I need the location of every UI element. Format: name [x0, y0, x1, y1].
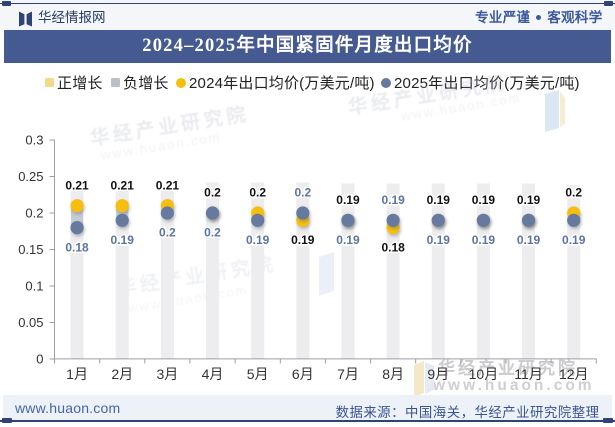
svg-text:2月: 2月 [111, 366, 133, 382]
svg-text:6月: 6月 [292, 366, 314, 382]
svg-text:9月: 9月 [427, 366, 449, 382]
svg-text:4月: 4月 [202, 366, 224, 382]
svg-text:0.19: 0.19 [517, 233, 541, 247]
svg-text:0.2: 0.2 [25, 205, 43, 220]
svg-text:0.2: 0.2 [204, 186, 221, 200]
svg-text:0.19: 0.19 [336, 233, 360, 247]
svg-text:0.21: 0.21 [111, 178, 135, 192]
svg-text:0: 0 [36, 351, 43, 366]
svg-text:5月: 5月 [247, 366, 269, 382]
svg-text:0.19: 0.19 [517, 193, 541, 207]
svg-text:0.19: 0.19 [472, 233, 496, 247]
svg-text:0.2: 0.2 [159, 226, 176, 240]
svg-text:1月: 1月 [66, 366, 88, 382]
svg-text:0.2: 0.2 [565, 186, 582, 200]
svg-text:0.19: 0.19 [336, 193, 360, 207]
svg-text:0.19: 0.19 [427, 233, 451, 247]
svg-text:0.18: 0.18 [65, 240, 89, 254]
svg-text:12月: 12月 [559, 366, 589, 382]
svg-text:3月: 3月 [156, 366, 178, 382]
svg-text:8月: 8月 [382, 366, 404, 382]
svg-text:0.19: 0.19 [111, 233, 135, 247]
svg-text:0.3: 0.3 [25, 132, 43, 147]
svg-text:0.2: 0.2 [249, 186, 266, 200]
svg-text:0.25: 0.25 [18, 169, 43, 184]
svg-text:0.2: 0.2 [294, 186, 311, 200]
svg-text:0.19: 0.19 [291, 233, 315, 247]
svg-text:0.1: 0.1 [25, 278, 43, 293]
svg-text:0.19: 0.19 [472, 193, 496, 207]
svg-text:0.19: 0.19 [381, 193, 405, 207]
svg-text:0.15: 0.15 [18, 242, 43, 257]
svg-text:0.19: 0.19 [246, 233, 270, 247]
svg-text:0.18: 0.18 [381, 240, 405, 254]
svg-text:0.21: 0.21 [156, 178, 180, 192]
svg-text:0.05: 0.05 [18, 315, 43, 330]
svg-text:7月: 7月 [337, 366, 359, 382]
svg-text:0.19: 0.19 [562, 233, 586, 247]
svg-text:11月: 11月 [514, 366, 543, 382]
svg-text:0.2: 0.2 [204, 226, 221, 240]
svg-text:0.19: 0.19 [427, 193, 451, 207]
svg-text:0.21: 0.21 [65, 178, 89, 192]
svg-text:10月: 10月 [469, 366, 499, 382]
